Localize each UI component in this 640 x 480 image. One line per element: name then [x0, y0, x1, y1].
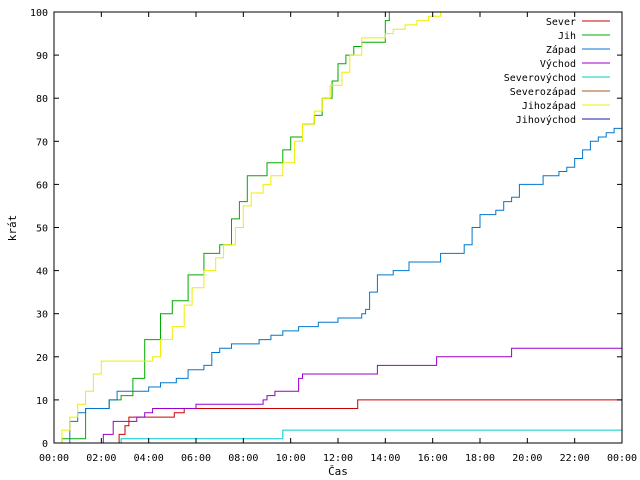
y-tick-label: 80	[36, 94, 48, 105]
series-line-0	[54, 399, 622, 444]
y-tick-label: 10	[36, 396, 48, 407]
y-tick-label: 60	[36, 180, 48, 191]
series-line-1	[54, 12, 390, 444]
legend: Sever Jih Západ Východ Severovýchod Severozáp…	[504, 17, 610, 126]
legend-label-3: Východ	[540, 58, 576, 70]
x-tick-label: 12:00	[323, 453, 353, 464]
y-tick-label: 70	[36, 137, 48, 148]
y-tick-label: 30	[36, 310, 48, 321]
x-tick-label: 18:00	[465, 453, 495, 464]
x-axis-label: Čas	[328, 465, 348, 478]
y-axis-label: krát	[6, 215, 19, 242]
series-line-3	[54, 347, 622, 444]
y-tick-label: 40	[36, 267, 48, 278]
x-tick-label: 00:00	[39, 453, 69, 464]
x-tick-label: 22:00	[560, 453, 590, 464]
y-tick-label: 100	[30, 8, 48, 19]
legend-label-5: Severozápad	[510, 86, 576, 98]
x-tick-label: 00:00	[607, 453, 637, 464]
x-tick-label: 08:00	[228, 453, 258, 464]
ticks-layer: 00:00 02:00 04:00 06:00 08:00 10:00 12:00 14:00…	[30, 8, 637, 464]
y-tick-label: 0	[42, 439, 48, 450]
y-tick-label: 50	[36, 224, 48, 235]
x-tick-label: 06:00	[181, 453, 211, 464]
y-tick-label: 90	[36, 51, 48, 62]
legend-label-1: Jih	[558, 31, 576, 42]
legend-label-4: Severovýchod	[504, 72, 576, 84]
x-tick-label: 16:00	[418, 453, 448, 464]
y-tick-label: 20	[36, 353, 48, 364]
x-tick-label: 02:00	[86, 453, 116, 464]
x-tick-label: 14:00	[370, 453, 400, 464]
series-line-2	[54, 124, 623, 444]
x-tick-label: 10:00	[276, 453, 306, 464]
series-line-6	[54, 11, 622, 444]
legend-label-7: Jihovýchod	[516, 114, 576, 126]
legend-label-0: Sever	[546, 17, 576, 28]
legend-label-2: Západ	[546, 44, 576, 56]
legend-label-6: Jihozápad	[522, 100, 576, 112]
x-tick-label: 04:00	[134, 453, 164, 464]
x-tick-label: 20:00	[512, 453, 542, 464]
